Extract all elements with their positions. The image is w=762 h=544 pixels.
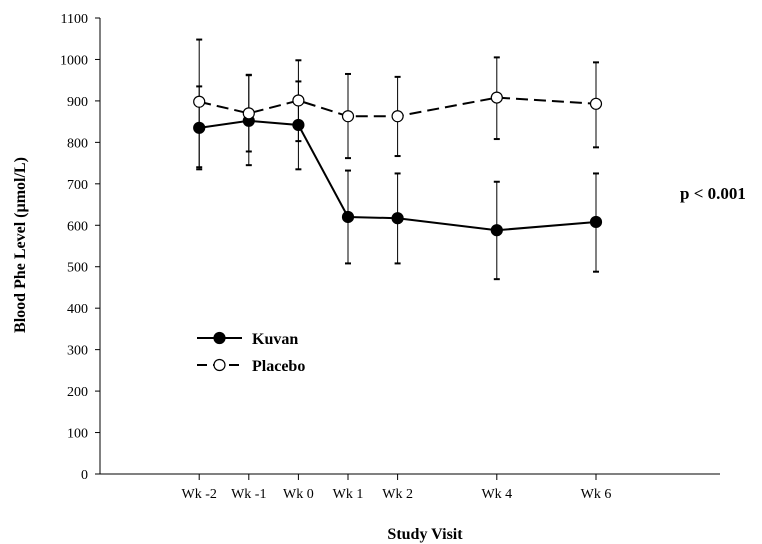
x-tick-label: Wk -1 bbox=[231, 487, 266, 502]
data-point-placebo bbox=[391, 110, 404, 123]
plot-area bbox=[193, 38, 603, 281]
y-axis-ticks: 0 100 200 300 400 500 600 700 800 900 1000 1100 bbox=[60, 12, 100, 483]
data-point-placebo bbox=[490, 91, 503, 104]
y-tick-label: 900 bbox=[67, 95, 88, 110]
y-tick-label: 800 bbox=[67, 136, 88, 151]
y-tick-label: 100 bbox=[67, 427, 88, 442]
data-point-kuvan bbox=[391, 212, 404, 225]
legend-item-placebo: Placebo bbox=[197, 358, 305, 375]
y-tick-label: 500 bbox=[67, 261, 88, 276]
legend: Kuvan Placebo bbox=[197, 331, 305, 375]
y-tick-label: 0 bbox=[81, 468, 88, 483]
x-axis-title: Study Visit bbox=[387, 526, 463, 543]
data-point-kuvan bbox=[292, 118, 305, 132]
y-tick-label: 1000 bbox=[60, 53, 88, 68]
data-point-placebo bbox=[589, 97, 603, 110]
y-tick-label: 300 bbox=[67, 344, 88, 359]
data-point-kuvan bbox=[490, 224, 503, 237]
data-point-placebo bbox=[242, 107, 255, 120]
legend-marker bbox=[213, 358, 226, 372]
p-value-annotation: p < 0.001 bbox=[680, 184, 746, 203]
legend-item-kuvan: Kuvan bbox=[197, 331, 298, 348]
x-tick-label: Wk -2 bbox=[182, 487, 217, 502]
y-tick-label: 700 bbox=[67, 178, 88, 193]
data-point-kuvan bbox=[341, 210, 355, 224]
y-tick-label: 1100 bbox=[61, 12, 88, 27]
y-tick-label: 600 bbox=[67, 219, 88, 234]
x-tick-label: Wk 6 bbox=[581, 487, 612, 502]
error-bars-placebo bbox=[196, 38, 599, 169]
legend-marker bbox=[213, 331, 226, 345]
data-point-kuvan bbox=[589, 215, 603, 229]
legend-label: Placebo bbox=[252, 358, 305, 375]
legend-label: Kuvan bbox=[252, 331, 298, 348]
data-point-kuvan bbox=[193, 121, 206, 134]
x-axis-ticks: Wk -2 Wk -1 Wk 0 Wk 1 Wk 2 Wk 4 Wk 6 bbox=[182, 474, 612, 502]
y-tick-label: 200 bbox=[67, 385, 88, 400]
y-tick-label: 400 bbox=[67, 302, 88, 317]
data-point-placebo bbox=[341, 110, 355, 123]
x-tick-label: Wk 0 bbox=[283, 487, 314, 502]
x-tick-label: Wk 2 bbox=[382, 487, 413, 502]
data-point-placebo bbox=[193, 95, 206, 108]
y-axis-title: Blood Phe Level (µmol/L) bbox=[12, 157, 29, 333]
axes: 0 100 200 300 400 500 600 700 800 900 1000 1100 Wk … bbox=[60, 12, 720, 502]
x-tick-label: Wk 4 bbox=[481, 487, 512, 502]
data-point-placebo bbox=[292, 94, 305, 107]
x-tick-label: Wk 1 bbox=[333, 487, 364, 502]
